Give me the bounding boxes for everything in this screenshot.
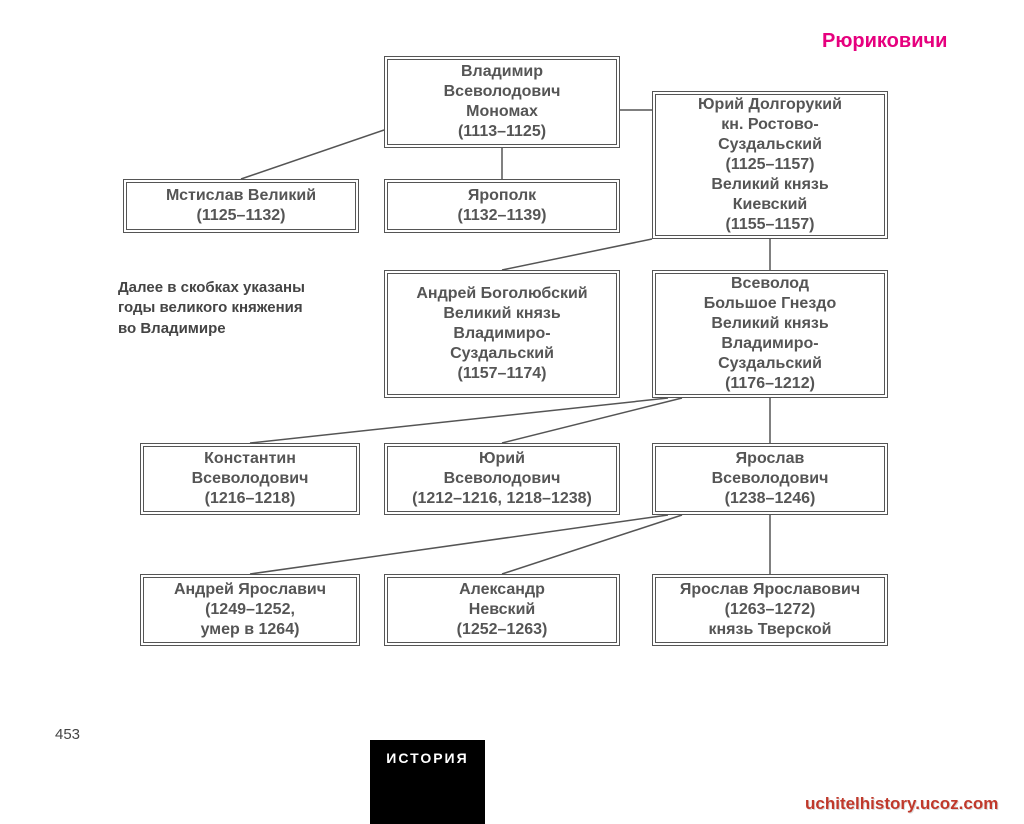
tree-node-vladimir_monomakh: ВладимирВсеволодовичМономах(1113–1125) — [384, 56, 620, 148]
tree-node-yuri_dolgoruky: Юрий Долгорукийкн. Ростово-Суздальский(1… — [652, 91, 888, 239]
diagram-note: Далее в скобках указаныгоды великого кня… — [118, 278, 305, 339]
tree-node-alexander_nevsky: АлександрНевский(1252–1263) — [384, 574, 620, 646]
tree-node-mstislav: Мстислав Великий(1125–1132) — [123, 179, 359, 233]
tree-node-yuri_vsevolodovich: ЮрийВсеволодович(1212–1216, 1218–1238) — [384, 443, 620, 515]
tree-node-andrei_bogolyubsky: Андрей БоголюбскийВеликий князьВладимиро… — [384, 270, 620, 398]
page-number: 453 — [55, 726, 80, 743]
tree-node-andrei_yaroslavich: Андрей Ярославич(1249–1252,умер в 1264) — [140, 574, 360, 646]
tree-node-yaroslav_yaroslavovich: Ярослав Ярославович(1263–1272)князь Твер… — [652, 574, 888, 646]
watermark: uchitelhistory.ucoz.com — [805, 794, 998, 814]
diagram-title: Рюриковичи — [822, 30, 947, 53]
tree-node-vsevolod_big_nest: ВсеволодБольшое ГнездоВеликий князьВлади… — [652, 270, 888, 398]
tree-node-yaroslav_vsevolodovich: ЯрославВсеволодович(1238–1246) — [652, 443, 888, 515]
tree-node-konstantin: КонстантинВсеволодович(1216–1218) — [140, 443, 360, 515]
tree-node-yaropolk: Ярополк(1132–1139) — [384, 179, 620, 233]
subject-label: ИСТОРИЯ — [370, 740, 485, 824]
